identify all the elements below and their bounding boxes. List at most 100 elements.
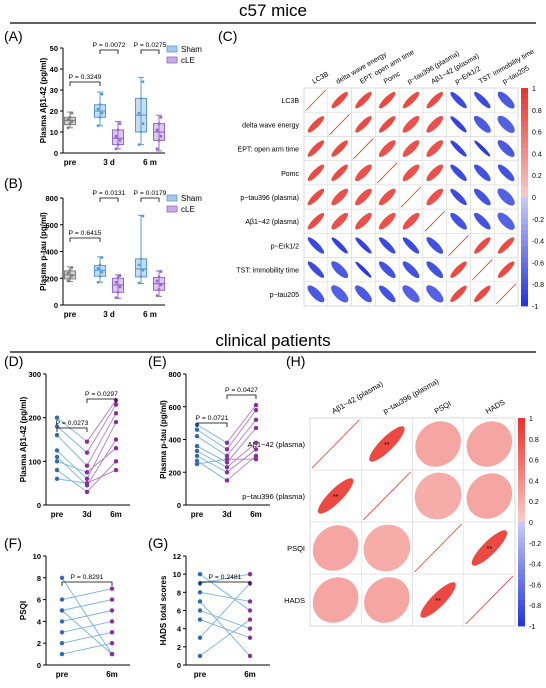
significance-mark: **: [384, 442, 390, 449]
y-axis-label: Plasma p-tau (pg/ml): [159, 400, 168, 479]
correlation-ellipse: [307, 285, 325, 303]
y-tick-label: 600: [45, 221, 58, 230]
subject-series: [59, 619, 115, 635]
correlation-ellipse: [307, 116, 325, 133]
y-axis-label: Plasma Aβ1-42 (pg/ml): [39, 57, 48, 143]
subject-point: [224, 447, 230, 452]
y-axis-label: HADS total scores: [159, 575, 168, 645]
subject-point: [113, 411, 119, 416]
colorbar-step: [521, 262, 528, 269]
subject-point: [224, 460, 230, 465]
correlation-ellipse: [474, 188, 491, 206]
diagonal-line: [465, 575, 514, 625]
comparison-3d-label: P = 0.0131: [93, 190, 126, 197]
correlation-ellipse: [331, 188, 348, 206]
data-point: [100, 92, 104, 96]
subject-point: [224, 456, 230, 462]
colorbar-step: [521, 218, 528, 225]
subject-series: [194, 440, 259, 470]
colorbar: 1 0.8 0.6 0.4 0.2 0 -0.2 -0.4 -0.6 -0.8 -1: [518, 416, 541, 631]
comparison-3d-bracket: [99, 49, 119, 54]
subject-point: [109, 597, 115, 602]
colorbar-step: [518, 532, 525, 538]
colorbar-step: [521, 295, 528, 301]
colorbar-tick-label: -1: [532, 304, 538, 311]
correlation-ellipse: [474, 140, 491, 157]
box-3d-Sham: [94, 256, 106, 284]
subject-line: [86, 413, 117, 466]
correlation-ellipse: [497, 115, 515, 133]
correlation-ellipse: [450, 285, 467, 303]
box-body: [94, 265, 106, 277]
subject-point: [253, 425, 259, 431]
data-point: [96, 124, 100, 128]
y-tick-label: 2: [37, 639, 41, 648]
subject-series: [54, 402, 119, 455]
y-tick-label: 20: [50, 107, 58, 116]
data-point: [139, 257, 143, 261]
correlation-ellipse: [497, 188, 515, 206]
colorbar-tick-label: 1: [529, 416, 533, 423]
colorbar-step: [521, 300, 528, 307]
y-tick-label: 400: [45, 248, 58, 257]
comparison-pre-vs-3d-label: P = 0.3249: [69, 74, 102, 81]
colorbar-step: [518, 418, 525, 424]
data-point: [98, 274, 102, 278]
colorbar-step: [518, 470, 525, 476]
comparison-1-label: P = 0.0427: [225, 387, 258, 394]
correlation-ellipse: [331, 212, 348, 230]
correlation-ellipse: [307, 164, 325, 181]
subject-point: [113, 467, 119, 473]
comparison-0-bracket: [199, 581, 251, 586]
colorbar-step: [518, 568, 525, 575]
colorbar-tick-label: 0.2: [529, 499, 539, 506]
correlation-ellipse: [312, 525, 359, 571]
diagonal-line: [353, 138, 374, 159]
diagonal-line: [400, 186, 422, 208]
subject-point: [59, 641, 65, 646]
subject-line: [56, 456, 88, 486]
data-point: [159, 134, 163, 138]
y-axis-label: PSQI: [19, 601, 28, 620]
subject-point: [84, 450, 90, 455]
colorbar-step: [521, 158, 528, 165]
data-point: [141, 268, 145, 272]
subject-series: [197, 581, 253, 640]
correlation-ellipse: [355, 261, 372, 278]
colorbar-step: [518, 537, 525, 544]
data-point: [66, 126, 70, 130]
correlation-ellipse: [402, 285, 420, 303]
column-label: p~tau396 (plasma): [381, 376, 440, 415]
y-tick-label: 6: [177, 607, 181, 616]
data-point: [137, 263, 141, 267]
data-point: [116, 276, 120, 279]
subject-point: [197, 635, 203, 640]
subject-series: [194, 453, 259, 483]
colorbar-step: [521, 235, 528, 241]
data-point: [66, 279, 70, 283]
subject-series: [54, 419, 119, 481]
row-label: Pomc: [281, 171, 299, 178]
data-point: [70, 120, 74, 123]
colorbar-step: [518, 558, 525, 564]
box-3d-Sham: [94, 91, 106, 128]
subject-point: [54, 476, 60, 481]
data-point: [118, 274, 122, 277]
colorbar-step: [521, 175, 528, 182]
row-label: Aβ1~42 (plasma): [245, 219, 299, 226]
subject-point: [224, 453, 230, 459]
legend-swatch-cle: [166, 56, 178, 64]
comparison-0-label: P = 0.2481: [209, 574, 242, 581]
subject-line: [199, 591, 251, 602]
colorbar-step: [518, 433, 525, 440]
subject-point: [253, 402, 259, 408]
y-tick-label: 0: [177, 661, 181, 670]
subject-point: [224, 470, 230, 475]
correlation-ellipse: [474, 237, 491, 254]
subject-line: [86, 439, 117, 486]
row-label: TST: immobility time: [236, 268, 299, 275]
y-tick-label: 6: [37, 596, 41, 605]
matrix-cell: [493, 281, 519, 307]
correlation-ellipse: [379, 91, 396, 109]
panel-label: (A): [4, 28, 23, 44]
